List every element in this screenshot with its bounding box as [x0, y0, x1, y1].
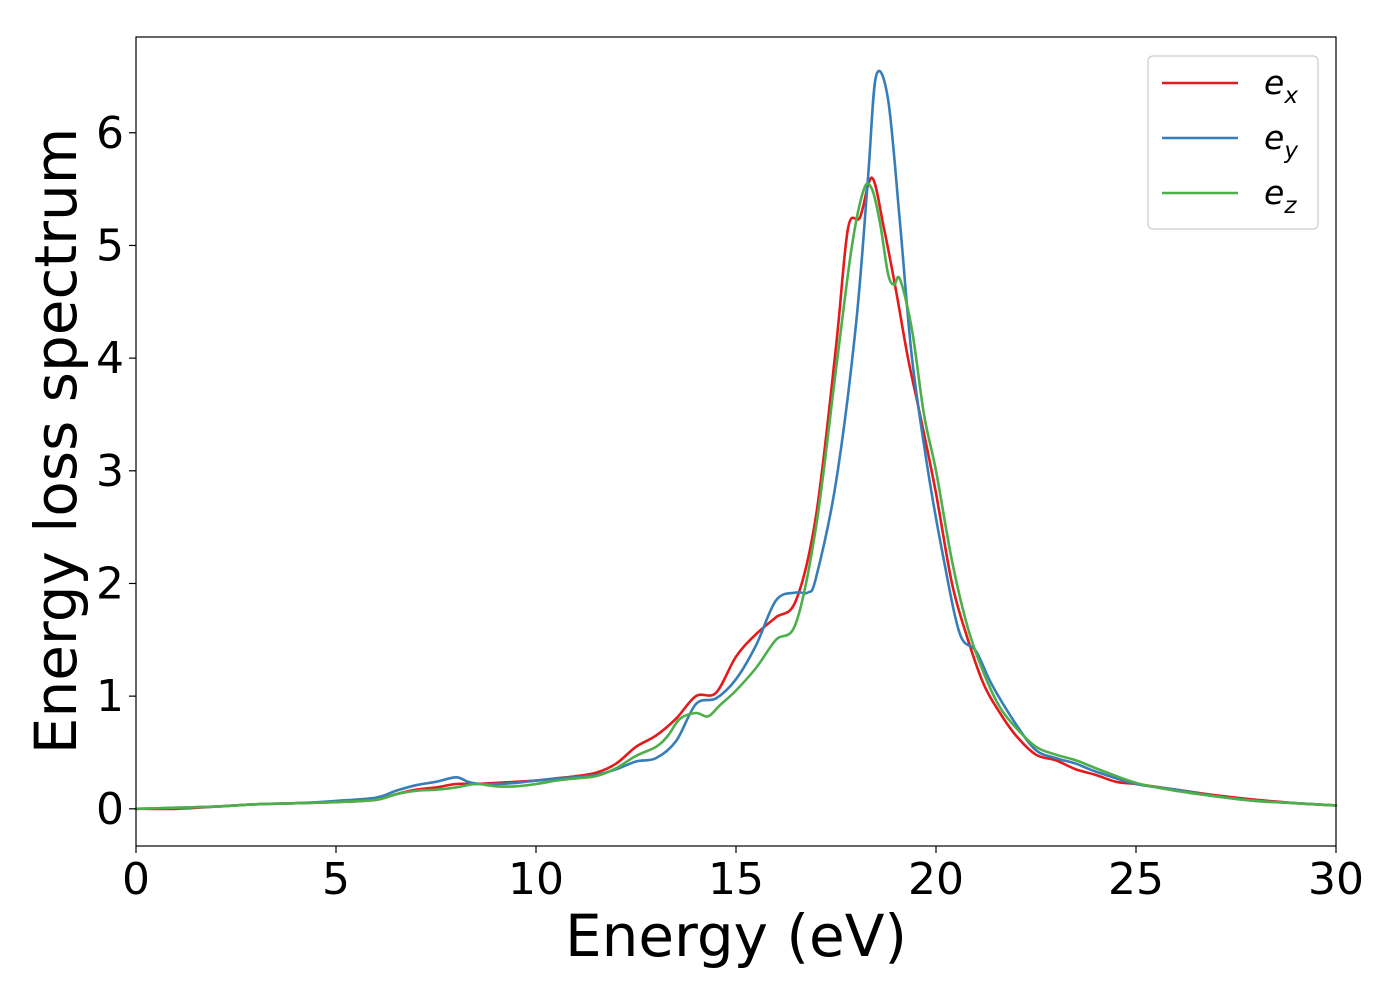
y-tick-label: 0 [96, 784, 124, 835]
y-tick-label: 3 [96, 446, 124, 497]
x-tick-label: 5 [322, 854, 350, 905]
series-layer [134, 69, 1338, 811]
legend-item-ex: ex [1162, 63, 1298, 109]
y-tick-label: 6 [96, 108, 124, 159]
x-axis-label: Energy (eV) [565, 902, 907, 970]
plot-area [136, 37, 1336, 846]
x-tick-label: 20 [908, 854, 964, 905]
series-line-ey [134, 69, 1338, 811]
legend-box [1147, 55, 1319, 230]
legend-subscript: z [1283, 193, 1297, 219]
legend-item-ez: ez [1162, 173, 1297, 219]
y-tick-label: 2 [96, 558, 124, 609]
legend-symbol: e [1264, 118, 1284, 157]
y-tick-label: 1 [96, 671, 124, 722]
legend-symbol: e [1264, 173, 1284, 212]
legend-item-ey: ey [1162, 118, 1298, 164]
x-tick-label: 0 [122, 854, 150, 905]
legend-label: ey [1264, 118, 1298, 164]
legend-subscript: x [1283, 83, 1298, 109]
x-tick-label: 30 [1308, 854, 1364, 905]
series-line-ez [134, 182, 1338, 811]
x-tick-label: 15 [708, 854, 764, 905]
legend-subscript: y [1283, 138, 1298, 164]
x-tick-label: 25 [1108, 854, 1164, 905]
y-tick-label: 4 [96, 333, 124, 384]
x-tick-label: 10 [508, 854, 564, 905]
y-axis-label: Energy loss spectrum [22, 128, 90, 754]
x-axis-ticks: 0 5 10 15 20 25 30 [122, 846, 1364, 905]
legend-label: ex [1264, 63, 1298, 109]
y-axis-ticks: 0 1 2 3 4 5 6 [96, 108, 136, 835]
legend-symbol: e [1264, 63, 1284, 102]
legend-label: ez [1264, 173, 1297, 219]
y-tick-label: 5 [96, 220, 124, 271]
